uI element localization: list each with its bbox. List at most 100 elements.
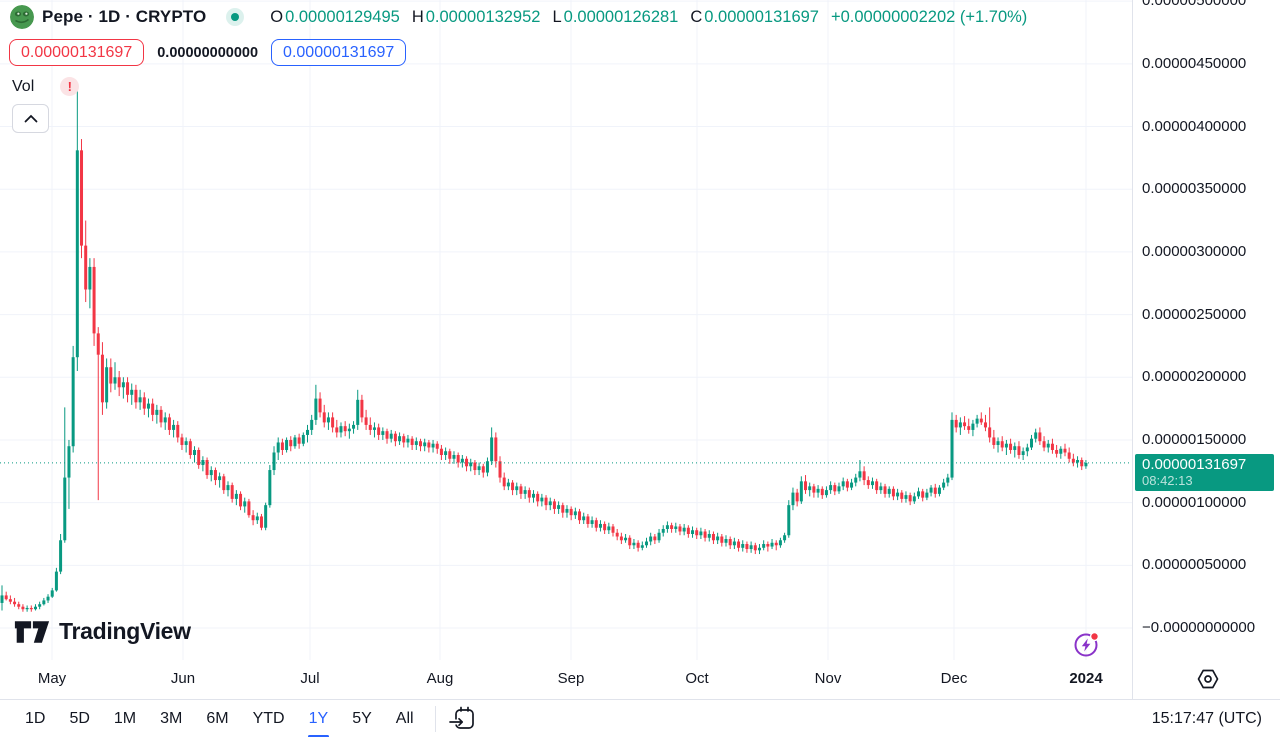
volume-label[interactable]: Vol [12,77,35,95]
candle-body [1013,446,1017,450]
candle-body [837,486,841,492]
candle-body [155,409,159,415]
range-button-all[interactable]: All [395,709,414,727]
price-line-label-blue[interactable]: 0.00000131697 [271,39,407,66]
candle-body [285,439,289,450]
candle-body [958,422,962,428]
price-line-label-red[interactable]: 0.00000131697 [9,39,145,66]
candle-body [146,403,150,409]
range-button-1d[interactable]: 1D [25,709,46,727]
candle-body [862,471,866,481]
candle-body [322,412,326,423]
candle-body [670,525,674,529]
candle-body [1050,443,1054,450]
candle-body [711,533,715,541]
time-axis[interactable]: May Jun Jul Aug Sep Oct Nov Dec 2024 [0,660,1132,699]
candle-body [50,590,54,597]
range-button-1m[interactable]: 1M [113,709,137,727]
study-error-icon[interactable]: ! [60,77,80,96]
candle-body [816,488,820,493]
range-button-1y[interactable]: 1Y [302,707,336,737]
candle-body [573,511,577,516]
ohlc-field: H 0.00000132952 [411,7,541,26]
candle-body [117,377,121,388]
candle-body [1046,443,1050,448]
candle-body [665,525,669,529]
candle-body [921,491,925,498]
last-price-tag: 0.00000131697 08:42:13 [1135,453,1274,491]
candle-body [644,541,648,546]
candle-body [1009,443,1013,450]
candle-body [4,595,8,600]
candle-body [469,462,473,467]
candle-body [435,443,439,449]
candle-body [485,461,489,473]
candle-body [347,428,351,432]
go-to-date-button[interactable] [448,706,475,732]
market-status-icon[interactable] [226,8,245,26]
candle-body [527,490,531,498]
candle-body [218,476,222,481]
candle-body [180,437,184,445]
candle-body [473,462,477,471]
candle-body [393,433,397,442]
candle-body [398,436,402,442]
candle-body [54,571,58,591]
candle-body [59,540,63,572]
candle-body [460,458,464,463]
time-axis-label: Oct [685,670,709,687]
candle-body [280,442,284,450]
candle-body [193,449,197,456]
price-line-label-plain[interactable]: 0.00000000000 [157,44,259,61]
candle-body [783,535,787,541]
candle-body [523,490,527,494]
candle-body [699,531,703,536]
candle-body [297,437,301,444]
candle-body [289,439,293,447]
candle-body [172,424,176,430]
range-button-5d[interactable]: 5D [69,709,90,727]
candle-body [268,470,272,506]
candle-body [578,511,582,521]
range-button-6m[interactable]: 6M [206,709,229,727]
candle-body [29,607,33,610]
candle-body [100,354,104,403]
candle-body [318,398,322,413]
tradingview-attribution[interactable]: TradingView [14,618,191,645]
candle-body [988,427,992,438]
price-axis-label: 0.00000450000 [1142,54,1247,72]
range-button-5y[interactable]: 5Y [352,709,372,727]
timezone-clock[interactable]: 15:17:47 (UTC) [1151,709,1262,727]
candle-body [695,530,699,536]
candle-body [996,441,1000,445]
candle-body [444,451,448,456]
range-button-ytd[interactable]: YTD [252,709,285,727]
candle-body [410,438,414,445]
spark-notification-icon[interactable] [1070,628,1104,665]
candle-body [498,461,502,478]
candle-body [975,418,979,424]
price-axis[interactable]: 0.00000131697 08:42:13 0.00000500000 0.00… [1132,0,1280,699]
candle-body [431,443,435,448]
candle-body [766,544,770,547]
candle-body [804,481,808,491]
range-button-3m[interactable]: 3M [160,709,183,727]
time-axis-label: Aug [426,670,454,687]
candle-body [515,486,519,491]
candle-body [352,424,356,429]
candle-body [937,487,941,494]
time-axis-label: Sep [557,670,585,687]
candle-body [657,532,661,541]
candle-body [619,536,623,541]
collapse-pane-button[interactable] [12,104,49,133]
price-axis-label: 0.00000050000 [1142,556,1247,574]
candle-body [163,417,167,423]
price-scale-settings-icon[interactable] [1196,668,1220,695]
candle-body [691,530,695,534]
candle-body [791,492,795,506]
symbol-title[interactable]: Pepe · 1D · CRYPTO [42,7,207,26]
candle-body [540,497,544,502]
candle-body [331,417,335,428]
